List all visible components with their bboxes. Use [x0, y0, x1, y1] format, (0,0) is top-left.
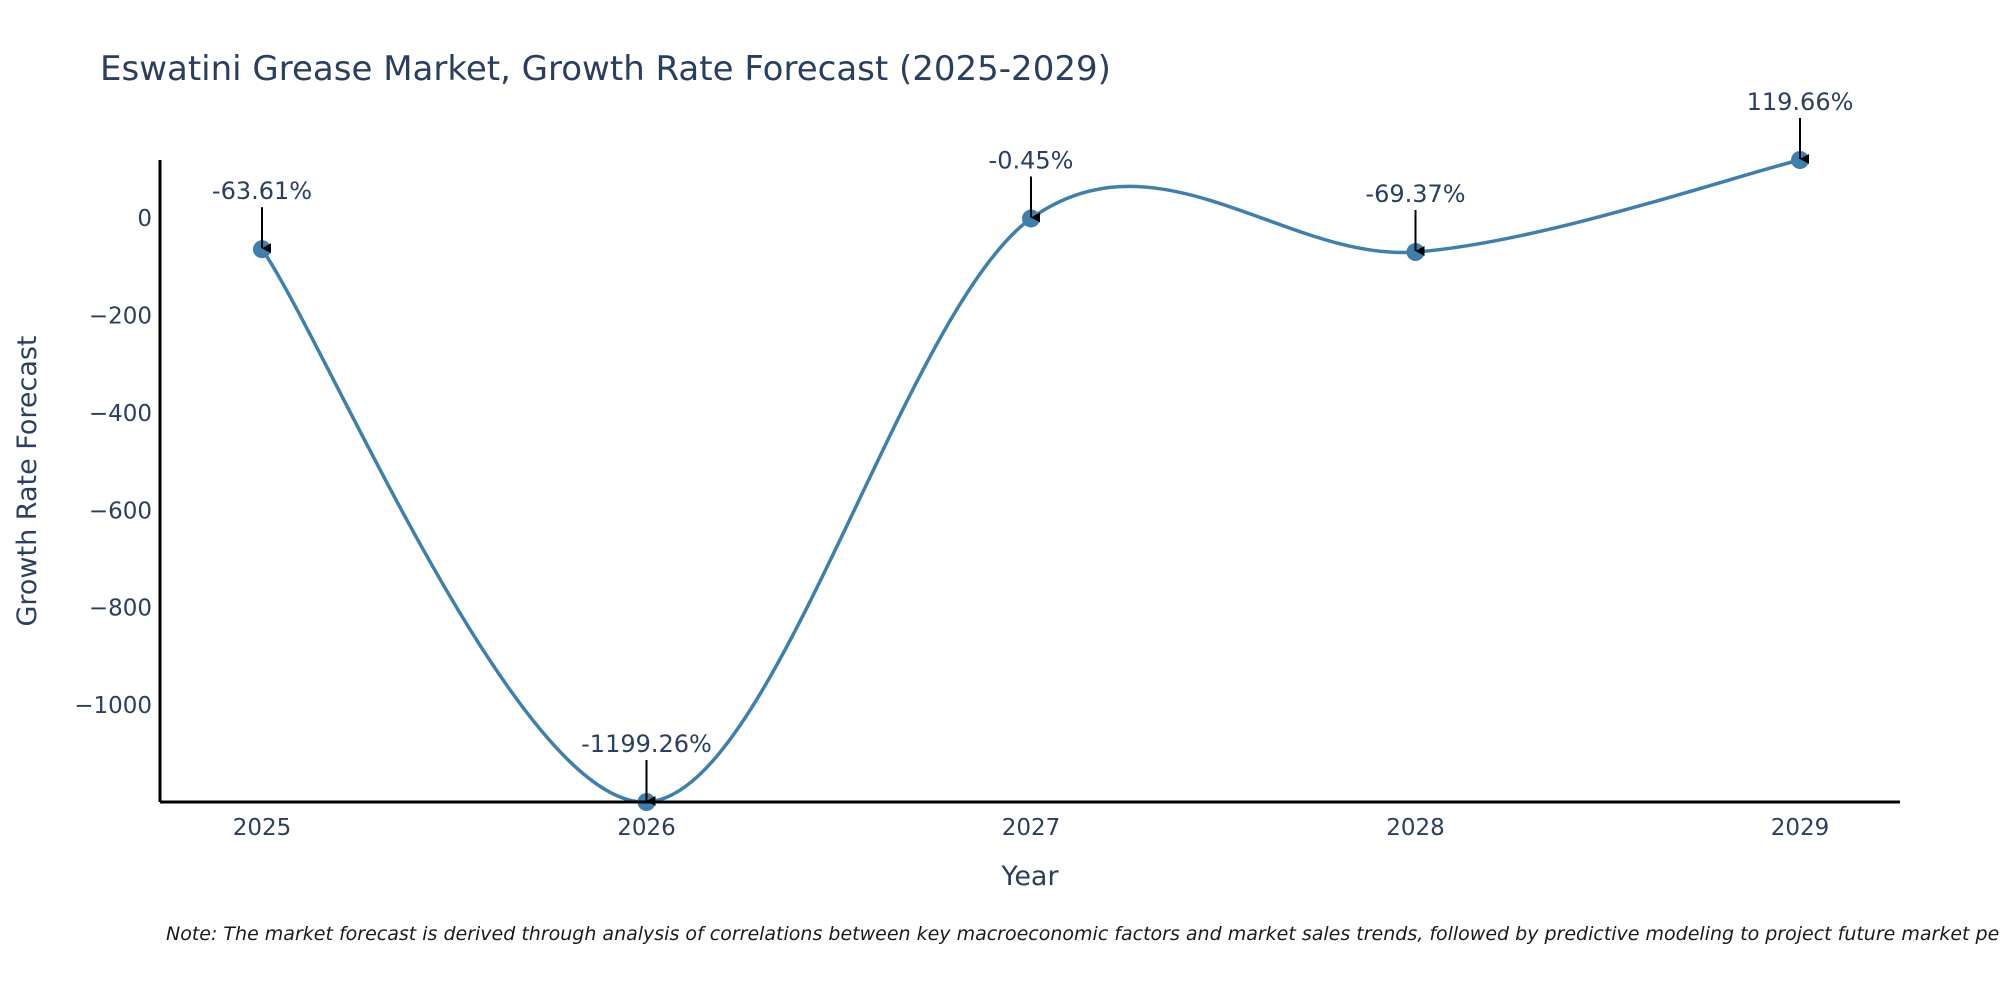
y-tick-label: 0	[137, 206, 152, 232]
annotation-label: 119.66%	[1747, 88, 1854, 116]
y-axis-ticks: 0 −200 −400 −600 −800 −1000	[74, 206, 152, 719]
annotation-label: -0.45%	[989, 146, 1074, 174]
x-tick-label: 2026	[617, 815, 676, 841]
x-axis-title: Year	[1000, 861, 1059, 892]
annotation-label: -63.61%	[212, 177, 312, 205]
y-tick-label: −200	[89, 304, 152, 330]
x-tick-label: 2028	[1386, 815, 1445, 841]
series-line	[260, 158, 1801, 804]
x-axis-ticks: 2025 2026 2027 2028 2029	[233, 815, 1830, 841]
data-points	[253, 151, 1809, 811]
y-axis-title: Growth Rate Forecast	[12, 335, 43, 626]
x-tick-label: 2025	[233, 815, 292, 841]
x-tick-label: 2027	[1002, 815, 1061, 841]
annotation-label: -69.37%	[1365, 180, 1465, 208]
data-annotations: -63.61% -1199.26% -0.45% -69.37% 119.66%	[212, 88, 1854, 806]
x-tick-label: 2029	[1771, 815, 1830, 841]
y-tick-label: −800	[89, 596, 152, 622]
footnote: Note: The market forecast is derived thr…	[166, 923, 2000, 945]
y-tick-label: −400	[89, 401, 152, 427]
annotation-label: -1199.26%	[581, 730, 712, 758]
chart-title: Eswatini Grease Market, Growth Rate Fore…	[100, 49, 1111, 89]
y-tick-label: −1000	[74, 693, 152, 719]
y-tick-label: −600	[89, 498, 152, 524]
